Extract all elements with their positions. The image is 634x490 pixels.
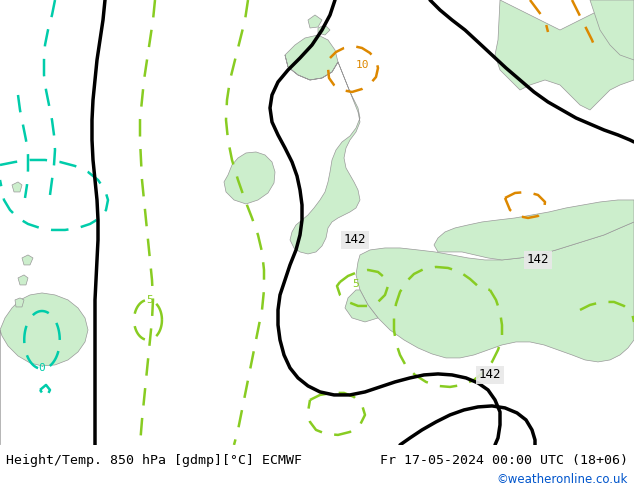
- Text: Height/Temp. 850 hPa [gdmp][°C] ECMWF: Height/Temp. 850 hPa [gdmp][°C] ECMWF: [6, 454, 302, 467]
- Text: 5: 5: [146, 295, 153, 305]
- Polygon shape: [495, 0, 634, 110]
- Text: 142: 142: [344, 233, 366, 246]
- Polygon shape: [15, 298, 24, 307]
- Text: Fr 17-05-2024 00:00 UTC (18+06): Fr 17-05-2024 00:00 UTC (18+06): [380, 454, 628, 467]
- Polygon shape: [18, 275, 28, 285]
- Polygon shape: [356, 222, 634, 362]
- Polygon shape: [0, 293, 88, 445]
- Polygon shape: [345, 290, 378, 322]
- Text: 10: 10: [355, 60, 369, 70]
- Text: ©weatheronline.co.uk: ©weatheronline.co.uk: [496, 473, 628, 487]
- Polygon shape: [434, 200, 634, 260]
- Polygon shape: [285, 55, 360, 254]
- Polygon shape: [285, 35, 338, 80]
- Polygon shape: [590, 0, 634, 60]
- Text: 142: 142: [479, 368, 501, 381]
- Polygon shape: [22, 255, 33, 265]
- Polygon shape: [12, 182, 22, 192]
- Polygon shape: [308, 15, 322, 28]
- Text: 5: 5: [353, 279, 359, 289]
- Text: 142: 142: [527, 253, 549, 267]
- Polygon shape: [224, 152, 275, 204]
- Text: 0: 0: [39, 363, 46, 373]
- Polygon shape: [318, 25, 330, 35]
